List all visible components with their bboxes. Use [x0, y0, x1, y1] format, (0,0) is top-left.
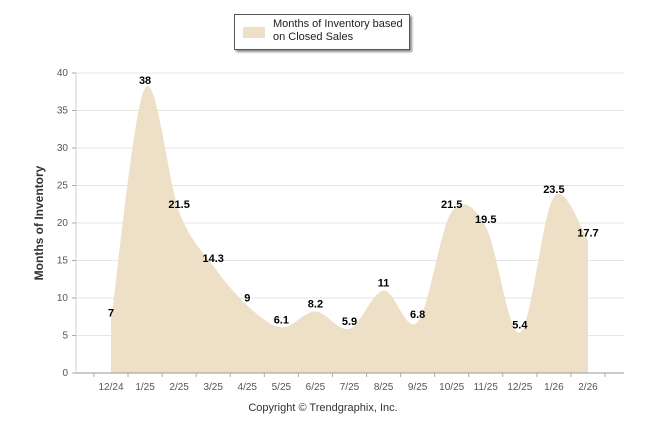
y-tick-label: 5 — [62, 331, 68, 342]
legend-swatch — [243, 27, 265, 38]
y-tick-label: 35 — [57, 106, 69, 117]
data-label: 7 — [108, 308, 114, 320]
x-tick-label: 11/25 — [474, 382, 499, 393]
x-tick-label: 12/25 — [507, 382, 532, 393]
data-label: 17.7 — [577, 227, 598, 239]
data-label: 5.4 — [512, 320, 528, 332]
data-label: 9 — [244, 293, 250, 305]
x-tick-label: 5/25 — [272, 382, 292, 393]
data-label: 19.5 — [475, 214, 496, 226]
data-label: 38 — [139, 75, 151, 87]
data-label: 6.8 — [410, 309, 425, 321]
y-tick-label: 20 — [57, 218, 69, 229]
y-tick-label: 40 — [57, 68, 69, 79]
x-tick-label: 2/26 — [578, 382, 598, 393]
x-tick-label: 1/26 — [544, 382, 564, 393]
x-tick-label: 6/25 — [306, 382, 326, 393]
x-tick-label: 10/25 — [439, 382, 464, 393]
data-label: 5.9 — [342, 316, 357, 328]
y-tick-label: 15 — [57, 256, 69, 267]
legend-label: Months of Inventory based on Closed Sale… — [273, 18, 403, 43]
x-tick-label: 3/25 — [203, 382, 223, 393]
data-label: 14.3 — [202, 253, 223, 265]
y-tick-label: 10 — [57, 293, 69, 304]
data-label: 8.2 — [308, 299, 323, 311]
data-label: 21.5 — [168, 199, 189, 211]
copyright-text: Copyright © Trendgraphix, Inc. — [248, 402, 398, 414]
x-tick-label: 12/24 — [98, 382, 123, 393]
y-tick-label: 0 — [62, 368, 68, 379]
x-tick-label: 1/25 — [135, 382, 155, 393]
y-tick-label: 25 — [57, 181, 69, 192]
data-label: 11 — [378, 278, 390, 290]
x-tick-label: 7/25 — [340, 382, 360, 393]
x-tick-label: 9/25 — [408, 382, 428, 393]
y-tick-label: 30 — [57, 143, 69, 154]
x-tick-label: 2/25 — [169, 382, 189, 393]
data-label: 23.5 — [543, 184, 564, 196]
legend: Months of Inventory based on Closed Sale… — [234, 14, 410, 50]
data-label: 6.1 — [274, 314, 289, 326]
y-axis-title: Months of Inventory — [32, 165, 46, 280]
x-tick-label: 4/25 — [238, 382, 258, 393]
area-series — [111, 86, 588, 373]
x-tick-label: 8/25 — [374, 382, 394, 393]
data-label: 21.5 — [441, 199, 462, 211]
